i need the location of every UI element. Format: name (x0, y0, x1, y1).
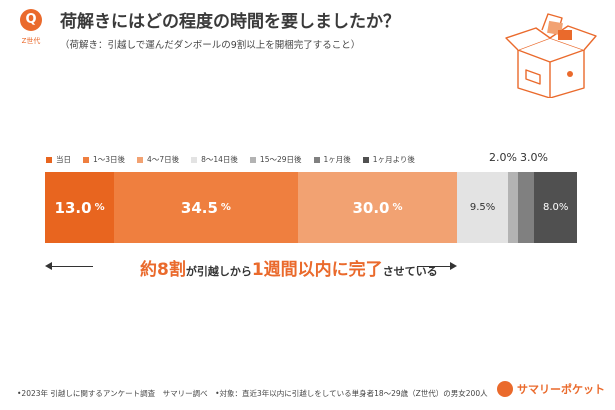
bar-segment: 13.0% (45, 172, 115, 243)
legend-item: 1〜3日後 (83, 154, 125, 165)
legend-item: 8〜14日後 (191, 154, 238, 165)
legend-item: 1ヶ月後 (313, 154, 351, 165)
legend-label: 8〜14日後 (201, 155, 238, 164)
segment-value-label: 8.0% (542, 202, 569, 213)
bar-segment: 8.0% (534, 172, 577, 243)
arrow-right-icon (450, 262, 457, 270)
generation-label: Z世代 (21, 37, 41, 45)
bar-segment (518, 172, 535, 243)
data-label-1-month: 3.0% (520, 151, 548, 164)
segment-value-label: 13.0 (54, 198, 92, 217)
segment-unit-label: % (392, 202, 403, 213)
segment-unit-label: % (220, 202, 231, 213)
segment-value-label: 9.5% (469, 202, 496, 213)
brand-icon (497, 381, 513, 397)
arrow-left-icon (45, 262, 52, 270)
chart-legend: 当日 1〜3日後 4〜7日後 8〜14日後 15〜29日後 1ヶ月後 1ヶ月より後 (46, 154, 415, 165)
legend-swatch (137, 156, 144, 163)
legend-label: 1ヶ月後 (323, 155, 351, 164)
legend-swatch (249, 156, 256, 163)
bar-segment: 34.5% (114, 172, 298, 243)
bar-segment (507, 172, 519, 243)
legend-label: 1ヶ月より後 (372, 155, 415, 164)
legend-label: 15〜29日後 (259, 155, 302, 164)
segment-unit-label: % (94, 202, 105, 213)
summary-callout: 約8割が引越しから1週間以内に完了させている (45, 255, 577, 280)
question-badge: Q (20, 9, 42, 31)
survey-footnote: •2023年 引越しに関するアンケート調査 サマリー調べ •対象：直近3年以内に… (17, 389, 488, 398)
page-title: 荷解きにはどの程度の時間を要しましたか？ (60, 12, 400, 32)
summary-text: 約8割が引越しから1週間以内に完了させている (140, 260, 438, 280)
bar-segment: 9.5% (457, 172, 508, 243)
legend-swatch (191, 156, 198, 163)
segment-value-label: 30.0 (352, 198, 390, 217)
segment-value-label: 34.5 (180, 198, 218, 217)
legend-swatch (362, 156, 369, 163)
legend-item: 4〜7日後 (137, 154, 179, 165)
stacked-bar: 13.0% 34.5% 30.0% 9.5% 8.0% (45, 172, 577, 243)
legend-label: 1〜3日後 (93, 155, 126, 164)
data-label-15-29: 2.0% (489, 151, 517, 164)
legend-label: 当日 (56, 155, 71, 164)
legend-item: 15〜29日後 (249, 154, 302, 165)
page-subtitle: （荷解き：引越しで運んだダンボールの9割以上を開梱完了すること） (60, 40, 361, 51)
legend-item: 当日 (46, 154, 71, 165)
legend-swatch (313, 156, 320, 163)
open-box-illustration (505, 13, 597, 98)
brand-logo: サマリーポケット (497, 381, 605, 397)
legend-swatch (83, 156, 89, 163)
legend-label: 4〜7日後 (147, 155, 180, 164)
bar-segment: 30.0% (297, 172, 458, 243)
legend-item: 1ヶ月より後 (362, 154, 415, 165)
legend-swatch (46, 156, 52, 163)
